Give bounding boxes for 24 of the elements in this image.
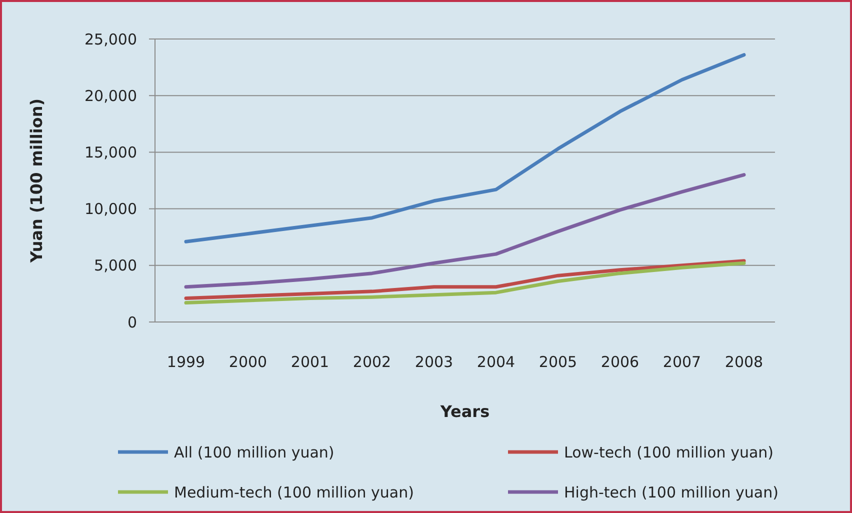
x-tick-label: 2003 [414,353,454,371]
legend-label: Low-tech (100 million yuan) [564,443,774,462]
y-tick-label: 15,000 [84,143,137,162]
y-axis-title: Yuan (100 million) [27,98,46,264]
legend-label: High-tech (100 million yuan) [564,483,778,502]
y-tick-label: 0 [127,313,137,332]
x-tick-label: 2001 [290,353,330,371]
x-tick-label: 1999 [166,353,206,371]
legend-label: Medium-tech (100 million yuan) [174,483,414,502]
y-tick-label: 20,000 [84,86,137,105]
x-axis-title: Years [439,402,490,421]
x-tick-label: 2000 [228,353,268,371]
y-tick-label: 25,000 [84,30,137,48]
x-tick-label: 2005 [538,353,578,371]
x-tick-label: 2008 [724,353,764,371]
y-tick-label: 5,000 [94,256,137,275]
x-tick-label: 2007 [662,353,702,371]
x-tick-label: 2002 [352,353,392,371]
x-tick-label: 2004 [476,353,516,371]
line-series [184,173,746,289]
y-tick-label: 10,000 [84,200,137,218]
line-series [184,53,746,244]
legend-label: All (100 million yuan) [174,443,334,462]
x-tick-label: 2006 [600,353,640,371]
